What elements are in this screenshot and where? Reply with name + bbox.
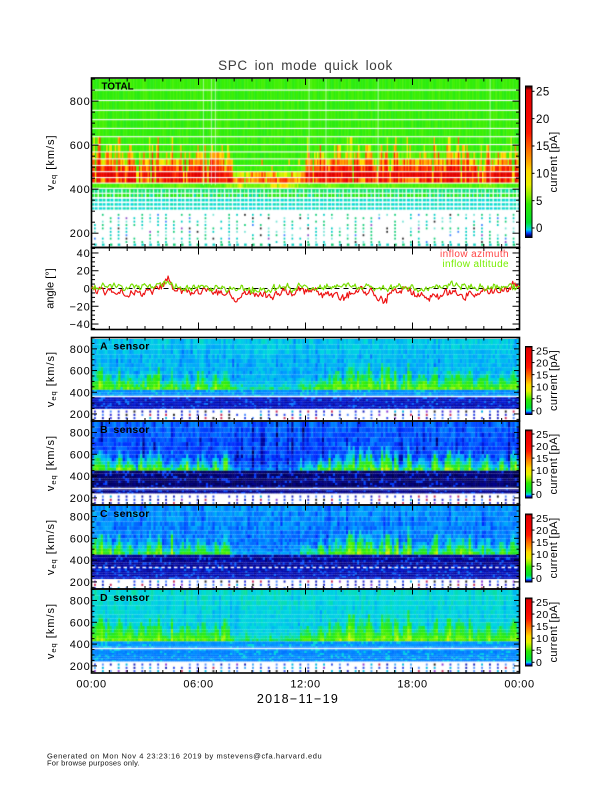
svg-text:For browse purposes only.: For browse purposes only. (47, 759, 140, 768)
svg-text:0: 0 (536, 489, 542, 501)
svg-text:06:00: 06:00 (183, 679, 213, 691)
svg-text:D sensor: D sensor (100, 592, 150, 604)
svg-text:5: 5 (536, 394, 542, 406)
svg-text:current [pA]: current [pA] (548, 350, 560, 411)
svg-text:current [pA]: current [pA] (548, 433, 560, 494)
svg-text:800: 800 (70, 344, 91, 356)
svg-text:15: 15 (536, 453, 549, 465)
svg-text:200: 200 (70, 577, 91, 589)
svg-text:inflow altitude: inflow altitude (442, 259, 509, 270)
svg-text:15: 15 (536, 537, 549, 549)
svg-text:5: 5 (536, 196, 543, 208)
svg-text:current [pA]: current [pA] (548, 517, 560, 578)
svg-text:current [pA]: current [pA] (548, 131, 560, 192)
svg-text:15: 15 (536, 141, 550, 153)
svg-text:600: 600 (70, 449, 91, 461)
svg-text:15: 15 (536, 621, 549, 633)
svg-text:veq [km/s]: veq [km/s] (45, 351, 58, 407)
svg-text:−40: −40 (69, 319, 90, 331)
svg-text:0: 0 (536, 406, 542, 418)
svg-text:10: 10 (536, 633, 549, 645)
svg-text:Generated on Mon Nov 4 23:23:: Generated on Mon Nov 4 23:23:16 2019 by … (47, 752, 322, 761)
svg-text:12:00: 12:00 (290, 679, 320, 691)
svg-text:25: 25 (536, 86, 550, 98)
svg-text:600: 600 (70, 140, 91, 152)
svg-text:5: 5 (536, 645, 542, 657)
svg-text:0: 0 (536, 223, 543, 235)
svg-text:veq [km/s]: veq [km/s] (45, 603, 58, 659)
svg-text:20: 20 (77, 266, 91, 278)
svg-text:40: 40 (77, 248, 91, 260)
svg-text:20: 20 (536, 609, 549, 621)
svg-text:veq [km/s]: veq [km/s] (45, 134, 58, 190)
svg-text:current [pA]: current [pA] (548, 601, 560, 662)
svg-text:SPC ion mode quick look: SPC ion mode quick look (218, 58, 393, 73)
svg-text:400: 400 (70, 184, 91, 196)
svg-text:200: 200 (70, 661, 91, 673)
svg-text:800: 800 (70, 96, 91, 108)
svg-text:25: 25 (536, 513, 549, 525)
svg-text:25: 25 (536, 597, 549, 609)
svg-text:TOTAL: TOTAL (102, 82, 134, 93)
svg-text:B sensor: B sensor (100, 424, 150, 436)
svg-text:2018−11−19: 2018−11−19 (257, 692, 339, 706)
svg-text:angle [°]: angle [°] (45, 268, 57, 308)
svg-text:400: 400 (70, 639, 91, 651)
svg-text:20: 20 (536, 441, 549, 453)
svg-text:800: 800 (70, 427, 91, 439)
svg-text:600: 600 (70, 533, 91, 545)
svg-text:0: 0 (536, 657, 542, 669)
svg-text:A sensor: A sensor (100, 341, 150, 353)
svg-text:600: 600 (70, 617, 91, 629)
svg-text:200: 200 (70, 228, 91, 240)
svg-text:18:00: 18:00 (397, 679, 427, 691)
svg-text:15: 15 (536, 369, 549, 381)
svg-text:00:00: 00:00 (504, 679, 534, 691)
svg-text:400: 400 (70, 387, 91, 399)
svg-text:20: 20 (536, 357, 549, 369)
svg-text:10: 10 (536, 549, 549, 561)
svg-text:200: 200 (70, 409, 91, 421)
svg-text:600: 600 (70, 366, 91, 378)
svg-text:veq [km/s]: veq [km/s] (45, 435, 58, 491)
svg-text:C sensor: C sensor (100, 508, 150, 520)
svg-text:400: 400 (70, 555, 91, 567)
svg-text:25: 25 (536, 345, 549, 357)
svg-text:10: 10 (536, 168, 550, 180)
svg-text:−20: −20 (69, 301, 90, 313)
svg-text:00:00: 00:00 (76, 679, 106, 691)
svg-text:800: 800 (70, 511, 91, 523)
svg-text:200: 200 (70, 493, 91, 505)
svg-text:20: 20 (536, 114, 550, 126)
svg-text:inflow azimuth: inflow azimuth (440, 249, 509, 260)
svg-text:400: 400 (70, 471, 91, 483)
svg-text:5: 5 (536, 561, 542, 573)
svg-text:0: 0 (536, 573, 542, 585)
svg-text:0: 0 (84, 284, 91, 296)
svg-text:800: 800 (70, 595, 91, 607)
svg-text:5: 5 (536, 477, 542, 489)
svg-text:veq [km/s]: veq [km/s] (45, 519, 58, 575)
svg-text:20: 20 (536, 525, 549, 537)
svg-text:10: 10 (536, 465, 549, 477)
svg-text:10: 10 (536, 381, 549, 393)
svg-text:25: 25 (536, 429, 549, 441)
